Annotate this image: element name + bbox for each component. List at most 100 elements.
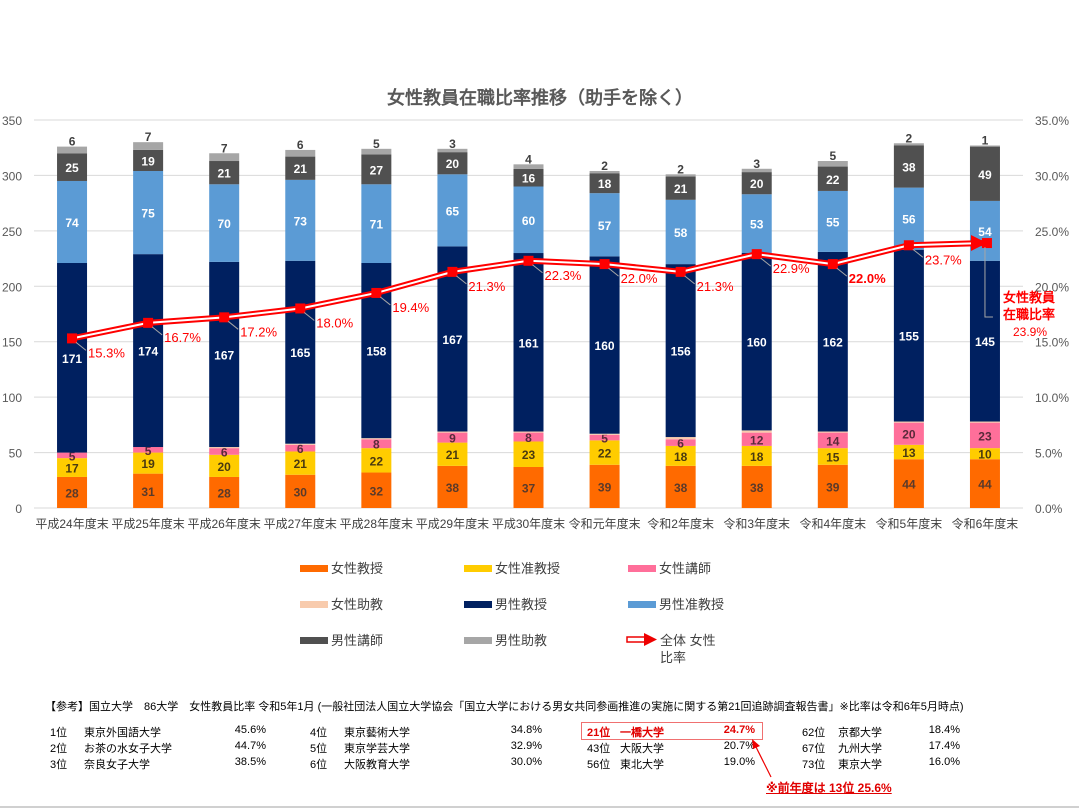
previous-year-note: ※前年度は 13位 25.6% [766, 781, 892, 795]
y-tick-label: 350 [2, 114, 22, 128]
bar-value-label: 30 [294, 485, 308, 499]
bar-segment [513, 186, 544, 254]
label-leader [380, 296, 391, 306]
bar-segment [133, 452, 164, 474]
bar-segment [817, 166, 848, 191]
ref-pct: 30.0% [510, 756, 542, 768]
ref-rank: 6位 [310, 759, 328, 771]
bar-segment [969, 146, 1000, 201]
x-tick-label: 平成30年度末 [492, 516, 565, 531]
ref-pct: 34.8% [510, 724, 542, 736]
y-tick-label: 100 [2, 391, 22, 405]
bar-segment [361, 154, 392, 185]
stacked-bar-chart: 女性教員在職比率推移（助手を除く） 2817501717425631195017… [2, 87, 1069, 531]
bar-value-label: 167 [442, 333, 462, 347]
legend-item: 女性助教 [300, 596, 383, 613]
bar-value-label: 171 [62, 352, 82, 366]
bar-value-label: 174 [138, 345, 158, 359]
ref-rank: 4位 [310, 727, 328, 739]
bar-segment [437, 152, 468, 175]
ratio-marker [67, 333, 78, 344]
ratio-label: 17.2% [240, 324, 277, 339]
ref-rank: 3位 [50, 759, 68, 771]
ratio-marker [827, 259, 838, 270]
bar-value-label: 2 [677, 162, 684, 176]
bar-segment [893, 421, 924, 423]
bar-segment [133, 254, 164, 448]
ref-pct: 19.0% [723, 756, 755, 768]
x-tick-label: 令和2年度末 [647, 516, 714, 531]
bar-value-label: 25 [65, 161, 79, 175]
ref-rank: 2位 [50, 743, 68, 755]
ref-rank: 43位 [587, 743, 611, 755]
bar-value-label: 156 [671, 345, 691, 359]
bar-value-label: 38 [446, 481, 460, 495]
bar-segment [665, 174, 696, 177]
bar-value-label: 162 [823, 336, 843, 350]
bar-value-label: 161 [518, 336, 538, 350]
bar-value-label: 55 [826, 215, 840, 229]
legend-label: 男性教授 [495, 597, 548, 612]
bar-value-label: 38 [902, 161, 916, 175]
ratio-label: 19.4% [392, 300, 429, 315]
bar-value-label: 22 [598, 447, 612, 461]
bar-segment [589, 440, 620, 465]
bar-segment [589, 464, 620, 508]
bar-value-label: 39 [598, 480, 612, 494]
ratio-label: 18.0% [316, 315, 353, 330]
bar-segment [513, 164, 544, 169]
bar-value-label: 15 [826, 450, 840, 464]
bar-value-label: 18 [674, 450, 688, 464]
ref-pct: 17.4% [928, 740, 960, 752]
x-tick-label: 令和5年度末 [876, 516, 943, 531]
ref-rank: 67位 [802, 743, 826, 755]
x-tick-label: 平成27年度末 [264, 516, 337, 531]
bar-segment [361, 438, 392, 440]
y2-tick-label: 15.0% [1035, 336, 1069, 350]
reference-header: 【参考】国立大学 86大学 女性教員比率 令和5年1月 (一般社団法人国立大学協… [45, 701, 964, 713]
bar-segment [57, 153, 88, 181]
ref-rank: 1位 [50, 727, 68, 739]
bar-segment [209, 454, 240, 477]
x-tick-label: 令和元年度末 [569, 516, 641, 531]
bar-value-label: 16 [522, 172, 536, 186]
bar-segment [893, 444, 924, 460]
bar-segment [209, 184, 240, 262]
ratio-label: 23.7% [925, 252, 962, 267]
bar-value-label: 167 [214, 348, 234, 362]
bar-value-label: 23 [522, 448, 536, 462]
bar-segment [57, 263, 88, 453]
bar-value-label: 6 [221, 445, 228, 459]
bar-value-label: 74 [65, 216, 79, 230]
bar-value-label: 2 [601, 159, 608, 173]
bar-value-label: 6 [677, 437, 684, 451]
bar-value-label: 21 [294, 457, 308, 471]
bar-segment [361, 439, 392, 449]
y2-tick-label: 25.0% [1035, 225, 1069, 239]
highlight-box [581, 722, 763, 740]
ratio-label: 22.0% [849, 271, 886, 286]
ref-pct: 44.7% [234, 740, 266, 752]
ref-rank: 21位 [587, 727, 611, 739]
bar-segment [741, 168, 772, 173]
label-leader [684, 275, 695, 285]
chart-title: 女性教員在職比率推移（助手を除く） [387, 87, 693, 108]
bar-segment [893, 422, 924, 445]
ratio-marker [751, 249, 762, 260]
bar-value-label: 145 [975, 335, 995, 349]
bar-value-label: 73 [294, 214, 308, 228]
y2-tick-label: 10.0% [1035, 391, 1069, 405]
y2-tick-label: 5.0% [1035, 447, 1063, 461]
label-leader [984, 247, 993, 318]
legend-swatch [464, 565, 492, 572]
ratio-marker [981, 238, 992, 249]
bar-segment [817, 464, 848, 508]
y2-tick-label: 35.0% [1035, 114, 1069, 128]
bar-segment [969, 459, 1000, 508]
y-tick-label: 300 [2, 169, 22, 183]
bar-segment [285, 443, 316, 445]
legend-label: 女性助教 [331, 597, 384, 612]
bar-segment [665, 465, 696, 508]
ref-rank: 62位 [802, 727, 826, 739]
ref-rank: 73位 [802, 759, 826, 771]
